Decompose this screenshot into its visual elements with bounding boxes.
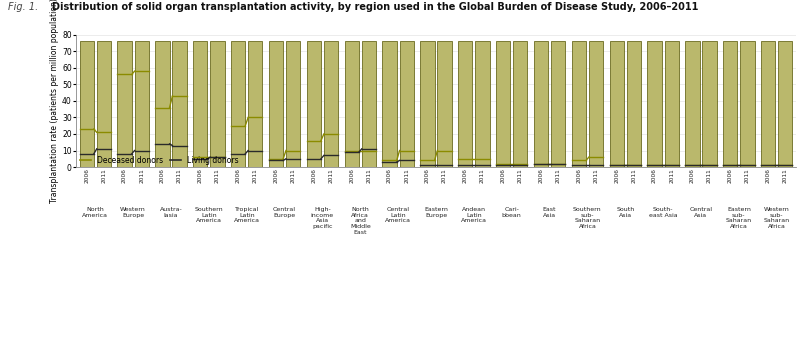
Text: 2006: 2006 bbox=[462, 168, 468, 183]
Bar bbox=[626, 41, 641, 167]
Bar bbox=[740, 41, 754, 167]
Text: North
Africa
and
Middle
East: North Africa and Middle East bbox=[350, 207, 370, 235]
Text: 2006: 2006 bbox=[690, 168, 695, 183]
Bar bbox=[97, 41, 111, 167]
Text: High-
income
Asia
pacific: High- income Asia pacific bbox=[311, 207, 334, 229]
Text: 2011: 2011 bbox=[366, 168, 371, 183]
Bar bbox=[382, 41, 397, 167]
Bar bbox=[723, 41, 738, 167]
Text: Eastern
Europe: Eastern Europe bbox=[424, 207, 448, 218]
Text: 2011: 2011 bbox=[745, 168, 750, 183]
Text: Tropical
Latin
America: Tropical Latin America bbox=[234, 207, 260, 223]
Text: 2006: 2006 bbox=[425, 168, 430, 183]
Text: Western
sub-
Saharan
Africa: Western sub- Saharan Africa bbox=[764, 207, 790, 229]
Bar bbox=[778, 41, 793, 167]
Bar bbox=[324, 41, 338, 167]
Text: 2006: 2006 bbox=[766, 168, 770, 183]
Text: 2006: 2006 bbox=[84, 168, 90, 183]
Bar bbox=[702, 41, 717, 167]
Text: 2011: 2011 bbox=[782, 168, 788, 183]
Text: 2006: 2006 bbox=[501, 168, 506, 183]
Text: 2006: 2006 bbox=[652, 168, 657, 183]
Bar bbox=[551, 41, 566, 167]
Text: Western
Europe: Western Europe bbox=[120, 207, 146, 218]
Text: 2006: 2006 bbox=[538, 168, 543, 183]
Bar bbox=[513, 41, 527, 167]
Text: 2011: 2011 bbox=[442, 168, 447, 183]
Text: East
Asia: East Asia bbox=[543, 207, 556, 218]
Bar bbox=[79, 41, 94, 167]
Bar bbox=[345, 41, 359, 167]
Bar bbox=[496, 41, 510, 167]
Text: 2006: 2006 bbox=[198, 168, 202, 183]
Bar bbox=[610, 41, 624, 167]
Text: 2006: 2006 bbox=[350, 168, 354, 183]
Text: 2006: 2006 bbox=[311, 168, 316, 183]
Text: Central
Latin
America: Central Latin America bbox=[385, 207, 411, 223]
Text: 2011: 2011 bbox=[594, 168, 598, 183]
Bar bbox=[458, 41, 473, 167]
Bar bbox=[647, 41, 662, 167]
Bar bbox=[665, 41, 679, 167]
Bar bbox=[572, 41, 586, 167]
Text: 2006: 2006 bbox=[576, 168, 582, 183]
Bar bbox=[248, 41, 262, 167]
Bar bbox=[193, 41, 207, 167]
Legend: Deceased donors, Living donors: Deceased donors, Living donors bbox=[80, 156, 239, 165]
Bar bbox=[118, 41, 132, 167]
Text: 2011: 2011 bbox=[102, 168, 106, 183]
Bar bbox=[155, 41, 170, 167]
Text: Southern
sub-
Saharan
Africa: Southern sub- Saharan Africa bbox=[573, 207, 602, 229]
Text: Fig. 1.: Fig. 1. bbox=[8, 2, 38, 12]
Bar bbox=[362, 41, 376, 167]
Text: 2011: 2011 bbox=[139, 168, 144, 183]
Y-axis label: Transplantation rate (patients per million population): Transplantation rate (patients per milli… bbox=[50, 0, 59, 203]
Text: 2011: 2011 bbox=[707, 168, 712, 183]
Text: South-
east Asia: South- east Asia bbox=[649, 207, 678, 218]
Text: 2011: 2011 bbox=[404, 168, 410, 183]
Bar bbox=[420, 41, 434, 167]
Bar bbox=[686, 41, 699, 167]
Bar bbox=[210, 41, 225, 167]
Text: 2011: 2011 bbox=[518, 168, 522, 183]
Text: South
Asia: South Asia bbox=[616, 207, 634, 218]
Bar bbox=[761, 41, 775, 167]
Text: Central
Europe: Central Europe bbox=[273, 207, 296, 218]
Text: Central
Asia: Central Asia bbox=[690, 207, 713, 218]
Bar bbox=[534, 41, 548, 167]
Text: Southern
Latin
America: Southern Latin America bbox=[194, 207, 223, 223]
Text: 2006: 2006 bbox=[387, 168, 392, 183]
Text: 2006: 2006 bbox=[122, 168, 127, 183]
Bar bbox=[269, 41, 283, 167]
Text: 2006: 2006 bbox=[274, 168, 278, 183]
Bar bbox=[438, 41, 452, 167]
Text: Cari-
bbean: Cari- bbean bbox=[502, 207, 522, 218]
Text: 2011: 2011 bbox=[556, 168, 561, 183]
Bar bbox=[173, 41, 186, 167]
Bar bbox=[589, 41, 603, 167]
Text: Eastern
sub-
Saharan
Africa: Eastern sub- Saharan Africa bbox=[726, 207, 752, 229]
Text: 2006: 2006 bbox=[728, 168, 733, 183]
Text: North
America: North America bbox=[82, 207, 108, 218]
Text: 2011: 2011 bbox=[290, 168, 296, 183]
Text: 2006: 2006 bbox=[236, 168, 241, 183]
Text: 2011: 2011 bbox=[480, 168, 485, 183]
Bar bbox=[475, 41, 490, 167]
Text: Andean
Latin
America: Andean Latin America bbox=[461, 207, 487, 223]
Text: 2006: 2006 bbox=[614, 168, 619, 183]
Text: Austra-
lasia: Austra- lasia bbox=[160, 207, 182, 218]
Text: 2006: 2006 bbox=[160, 168, 165, 183]
Bar bbox=[306, 41, 321, 167]
Bar bbox=[399, 41, 414, 167]
Bar bbox=[286, 41, 300, 167]
Text: 2011: 2011 bbox=[329, 168, 334, 183]
Text: Distribution of solid organ transplantation activity, by region used in the Glob: Distribution of solid organ transplantat… bbox=[52, 2, 698, 12]
Bar bbox=[134, 41, 149, 167]
Text: 2011: 2011 bbox=[631, 168, 636, 183]
Text: 2011: 2011 bbox=[215, 168, 220, 183]
Text: 2011: 2011 bbox=[177, 168, 182, 183]
Text: 2011: 2011 bbox=[670, 168, 674, 183]
Bar bbox=[231, 41, 246, 167]
Text: 2011: 2011 bbox=[253, 168, 258, 183]
